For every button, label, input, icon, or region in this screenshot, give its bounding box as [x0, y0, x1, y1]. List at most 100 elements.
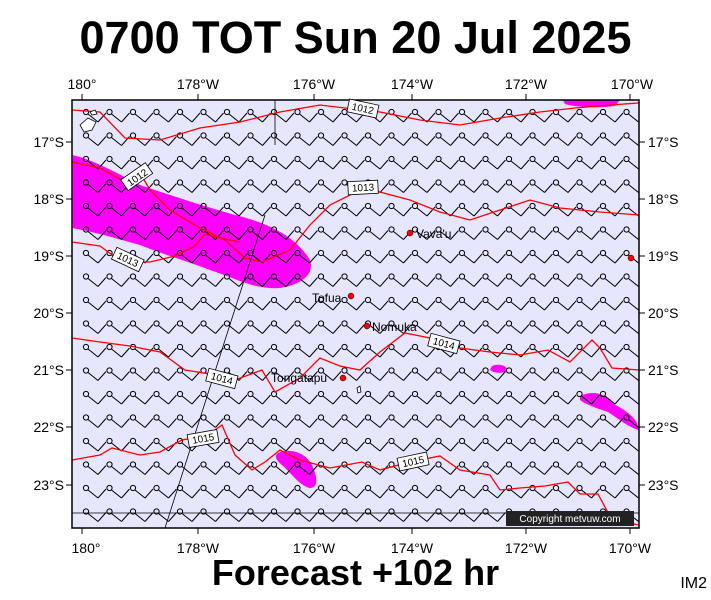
- wind-barb: [529, 179, 553, 193]
- wind-barb: [106, 296, 130, 311]
- wind-barb: [599, 296, 624, 311]
- isobar-1013: [72, 100, 241, 263]
- wind-barb: [341, 414, 365, 428]
- lat-tick-right-22: 22°S: [648, 419, 679, 435]
- wind-barb: [129, 461, 154, 475]
- lon-tick-bottom-4: 174°W: [391, 540, 434, 556]
- wind-barb: [505, 296, 530, 311]
- wind-barb: [200, 155, 224, 170]
- wind-barb: [294, 484, 318, 499]
- wind-barb: [223, 320, 248, 334]
- lon-tick-bottom-6: 170°W: [609, 540, 652, 556]
- wind-barb: [270, 296, 295, 311]
- wind-barb: [294, 296, 318, 311]
- wind-barb: [270, 202, 295, 217]
- wind-barb: [294, 179, 318, 193]
- wind-barb: [458, 367, 483, 381]
- lat-tick-left-19: 19°S: [33, 248, 64, 264]
- wind-barb: [576, 226, 600, 240]
- wind-barb: [153, 461, 177, 475]
- wind-barb: [247, 132, 271, 146]
- image-code: IM2: [680, 575, 707, 592]
- wind-barb: [529, 226, 553, 240]
- wind-barb: [176, 202, 201, 217]
- chart-title: 0700 TOT Sun 20 Jul 2025: [79, 12, 632, 63]
- wind-barb: [505, 179, 530, 193]
- wind-barb: [82, 132, 107, 146]
- lat-tick-left-20: 20°S: [33, 305, 64, 321]
- lon-tick-bottom-3: 176°W: [293, 540, 336, 556]
- isobars: [72, 100, 639, 526]
- wind-barb: [552, 273, 577, 287]
- wind-barb: [435, 296, 459, 311]
- place-nomuka: Nomuka: [363, 320, 417, 334]
- wind-barb: [270, 414, 295, 428]
- wind-barb: [529, 249, 553, 264]
- wind-barb: [482, 132, 506, 146]
- wind-barb: [599, 249, 624, 264]
- wind-barb: [153, 343, 177, 358]
- fiji-islands: [79, 117, 97, 133]
- wind-barb: [341, 132, 365, 146]
- wind-barb: [317, 132, 342, 146]
- wind-barb: [388, 508, 412, 522]
- wind-barb: [458, 108, 483, 123]
- wind-barb: [129, 484, 154, 499]
- wind-barb: [129, 273, 154, 287]
- wind-barb: [599, 320, 624, 334]
- wind-barb: [153, 367, 177, 381]
- wind-barb: [364, 155, 389, 170]
- wind-barb: [200, 461, 224, 475]
- wind-barb: [176, 226, 201, 240]
- wind-barb: [482, 249, 506, 264]
- wind-barb: [294, 249, 318, 264]
- wind-barb: [364, 343, 389, 358]
- wind-barb: [294, 437, 318, 452]
- isobar-label: 1013: [347, 179, 379, 196]
- wind-barb: [200, 273, 224, 287]
- wind-barb: [270, 320, 295, 334]
- wind-barb: [317, 108, 342, 123]
- wind-barb: [82, 484, 107, 499]
- wind-barb: [247, 343, 271, 358]
- wind-barb: [435, 367, 459, 381]
- wind-barb: [270, 343, 295, 358]
- wind-barb: [294, 508, 318, 522]
- wind-barb: [411, 202, 436, 217]
- wind-barb: [599, 484, 624, 499]
- svg-text:Nomuka: Nomuka: [372, 320, 417, 334]
- wind-barb: [529, 296, 553, 311]
- lon-tick-bottom-5: 172°W: [505, 540, 548, 556]
- wind-barb: [317, 508, 342, 522]
- wind-barb: [482, 414, 506, 428]
- wind-barb: [505, 390, 530, 405]
- wind-barb: [82, 249, 107, 264]
- isobar-label: 1012: [120, 162, 154, 192]
- wind-barb: [247, 179, 271, 193]
- wind-barb: [576, 132, 600, 146]
- wind-barb: [200, 179, 224, 193]
- isobar-1015: [72, 424, 639, 526]
- wind-barb: [106, 155, 130, 170]
- wind-barb: [82, 437, 107, 452]
- wind-barb: [529, 367, 553, 381]
- wind-barb: [341, 155, 365, 170]
- wind-barb: [82, 296, 107, 311]
- wind-barb: [82, 343, 107, 358]
- wind-barb: [176, 296, 201, 311]
- wind-barb: [223, 296, 248, 311]
- wind-barb: [505, 343, 530, 358]
- wind-barb: [129, 390, 154, 405]
- wind-barb: [411, 179, 436, 193]
- wind-barb: [294, 461, 318, 475]
- wind-barb: [482, 508, 506, 522]
- wind-barb: [623, 437, 639, 452]
- wind-barb: [388, 202, 412, 217]
- wind-barb: [411, 155, 436, 170]
- wind-barb: [294, 273, 318, 287]
- wind-barb: [106, 343, 130, 358]
- wind-barb: [341, 484, 365, 499]
- wind-barb: [599, 132, 624, 146]
- wind-barb: [411, 484, 436, 499]
- wind-barb: [364, 202, 389, 217]
